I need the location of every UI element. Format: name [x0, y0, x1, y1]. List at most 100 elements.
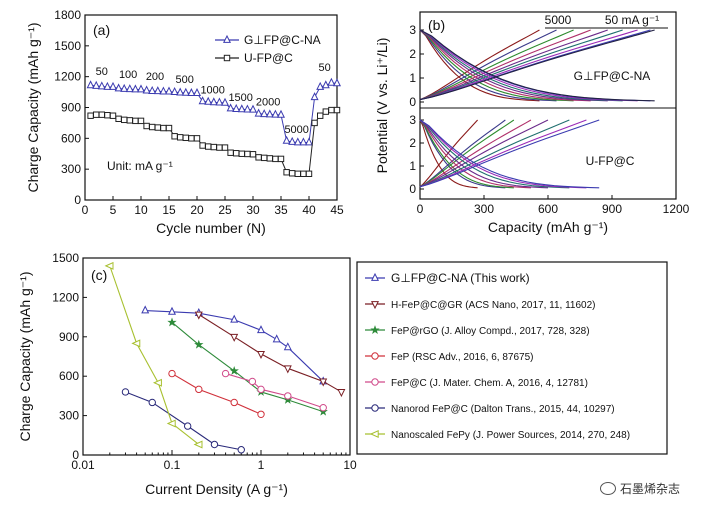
panel-c-legend-marker [371, 404, 379, 412]
panel-a-point [226, 103, 235, 112]
panel-b-ytick-label: 1 [409, 71, 416, 85]
panel-a-point [282, 135, 291, 144]
panel-a-rate-label: 100 [119, 69, 137, 81]
panel-a-point [271, 109, 280, 118]
panel-a-legend-label: G⊥FP@C-NA [244, 33, 321, 47]
watermark: 石墨烯杂志 [600, 480, 680, 497]
panel-a-xlabel: Cycle number (N) [156, 220, 266, 236]
panel-c-series-line [225, 373, 324, 409]
panel-a-point [266, 155, 274, 162]
panel-a-point [142, 85, 151, 94]
panel-a-legend-label: U-FP@C [244, 51, 293, 65]
panel-b-subplot-label: G⊥FP@C-NA [574, 69, 651, 83]
panel-c-legend-label: Nanorod FeP@C (Dalton Trans., 2015, 44, … [391, 404, 615, 415]
panel-c-point [248, 377, 257, 386]
panel-b-discharge-curve [419, 29, 591, 102]
panel-a-point [261, 154, 268, 162]
panel-b-discharge-curve [419, 29, 655, 102]
panel-a-point [87, 112, 94, 119]
panel-a-rate-label: 1500 [228, 92, 252, 104]
panel-b-charge-curve [419, 29, 540, 101]
panel-b-rate-low: 5000 [545, 13, 572, 27]
panel-a-point [321, 80, 330, 89]
panel-a-point [160, 124, 167, 132]
panel-a-ytick-label: 300 [61, 162, 81, 176]
panel-c-series-line [198, 314, 342, 393]
panel-a-point [198, 96, 207, 105]
panel-b-charge-curve [419, 119, 600, 188]
panel-c-point [167, 317, 177, 327]
panel-a-point [293, 137, 302, 146]
panel-a-point [126, 117, 133, 124]
panel-b-xlabel: Capacity (mAh g⁻¹) [488, 219, 608, 235]
panel-a-point [332, 78, 342, 87]
panel-a-rate-label: 50 [96, 66, 108, 78]
panel-c-legend-marker [369, 430, 379, 438]
panel-b-charge-curve [419, 119, 506, 188]
panel-b-ytick-label: 3 [409, 113, 416, 127]
panel-c-ytick-label: 1500 [52, 251, 79, 265]
panel-a-point [164, 86, 174, 95]
panel-b-ytick-label: 1 [409, 159, 416, 173]
panel-a-ytick-label: 1800 [54, 8, 81, 22]
panel-a-xtick-label: 30 [246, 203, 260, 217]
panel-c-point [221, 369, 230, 378]
panel-c-point [166, 419, 176, 428]
panel-a-point [311, 119, 318, 127]
panel-b-ylabel: Potential (V vs. Li⁺/Li) [374, 38, 390, 174]
panel-a-point [192, 87, 202, 97]
panel-c-xtick-label: 0.01 [71, 458, 95, 472]
panel-c-point [168, 369, 176, 378]
panel-b-xtick-label: 300 [474, 202, 494, 216]
panel-a-xtick-label: 10 [134, 203, 148, 217]
panel-b-charge-curve [419, 29, 655, 101]
panel-a-ytick-label: 1500 [54, 39, 81, 53]
panel-b-charge-curve [419, 29, 638, 101]
panel-c-xtick-label: 0.1 [164, 458, 181, 472]
panel-c-point [257, 385, 265, 394]
panel-b-discharge-curve [419, 29, 623, 102]
panel-c-point [229, 366, 239, 375]
panel-b-rate-high: 50 mA g⁻¹ [605, 13, 659, 27]
panel-a-point [237, 104, 246, 113]
panel-a-point [132, 117, 139, 125]
panel-a-point [103, 81, 112, 90]
panel-a-rate-label: 50 [319, 62, 331, 74]
panel-c-xtick-label: 10 [343, 458, 357, 472]
panel-a-point [310, 92, 319, 101]
panel-c-ytick-label: 1200 [52, 290, 79, 304]
panel-a-point [109, 112, 117, 119]
panel-a-point [289, 170, 296, 177]
panel-a-point [317, 112, 324, 119]
panel-a-point [199, 142, 206, 149]
panel-a-point [170, 86, 179, 95]
panel-c-point [131, 339, 141, 348]
panel-a-xtick-label: 15 [162, 203, 176, 217]
panel-c-xlabel: Current Density (A g⁻¹) [145, 481, 288, 497]
panel-a-point [244, 150, 251, 158]
panel-a-point [176, 87, 185, 96]
panel-a-point [216, 144, 223, 151]
wechat-icon [600, 482, 616, 495]
panel-b-charge-curve [419, 119, 549, 188]
panel-b-discharge-curve [419, 119, 549, 189]
panel-a-legend-marker [222, 34, 232, 43]
panel-c-ytick-label: 0 [72, 448, 79, 462]
panel-a-point [255, 154, 262, 161]
panel-a-point [181, 87, 190, 96]
panel-a-point [177, 134, 184, 141]
panel-a-point [149, 123, 156, 131]
panel-b-charge-curve [419, 119, 587, 188]
panel-c-legend-marker [370, 301, 380, 310]
panel-a-rate-label: 1000 [200, 85, 224, 97]
panel-b-subplot-label: U-FP@C [586, 154, 635, 168]
panel-a-point [300, 170, 307, 177]
panel-c-point [194, 311, 203, 320]
panel-a-point [115, 115, 122, 123]
panel-c-series-line [109, 265, 200, 445]
panel-a-xtick-label: 40 [302, 203, 316, 217]
panel-c-series-line [171, 373, 262, 415]
panel-c-point [104, 261, 114, 270]
panel-c-legend-label: G⊥FP@C-NA (This work) [391, 271, 530, 285]
panel-c-point [257, 410, 265, 418]
